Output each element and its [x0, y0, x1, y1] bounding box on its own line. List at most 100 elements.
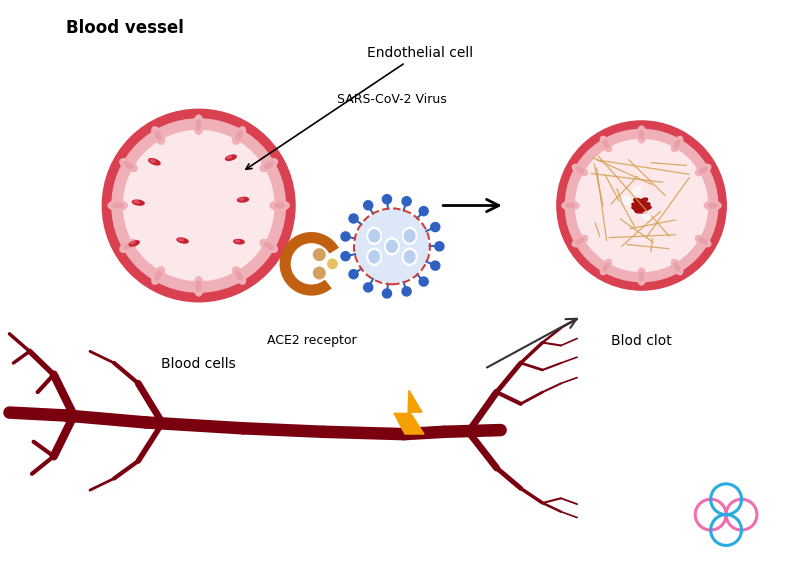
- Ellipse shape: [632, 203, 639, 206]
- Ellipse shape: [108, 201, 128, 210]
- Ellipse shape: [238, 197, 249, 202]
- Ellipse shape: [134, 201, 139, 203]
- Text: SARS-CoV-2 Virus: SARS-CoV-2 Virus: [337, 93, 447, 107]
- Ellipse shape: [696, 236, 711, 247]
- Ellipse shape: [646, 206, 650, 208]
- Ellipse shape: [152, 127, 165, 144]
- Ellipse shape: [264, 243, 273, 249]
- Ellipse shape: [129, 241, 139, 246]
- Circle shape: [112, 119, 285, 292]
- Text: Blod clot: Blod clot: [611, 334, 672, 348]
- Ellipse shape: [234, 240, 244, 244]
- Ellipse shape: [675, 140, 680, 148]
- Circle shape: [364, 201, 372, 210]
- Ellipse shape: [369, 251, 380, 263]
- Ellipse shape: [270, 201, 289, 210]
- Circle shape: [124, 131, 274, 281]
- Ellipse shape: [637, 204, 644, 207]
- Ellipse shape: [236, 271, 242, 280]
- Ellipse shape: [562, 201, 579, 210]
- Circle shape: [402, 197, 411, 206]
- Circle shape: [349, 270, 358, 279]
- Circle shape: [642, 212, 650, 219]
- Ellipse shape: [194, 277, 204, 296]
- Ellipse shape: [638, 207, 646, 210]
- Ellipse shape: [700, 239, 707, 244]
- Ellipse shape: [152, 267, 165, 284]
- Ellipse shape: [236, 131, 242, 140]
- Circle shape: [349, 214, 358, 223]
- Ellipse shape: [642, 207, 650, 211]
- Ellipse shape: [260, 240, 277, 253]
- Ellipse shape: [633, 207, 641, 211]
- Ellipse shape: [225, 155, 236, 161]
- Ellipse shape: [639, 272, 644, 281]
- Ellipse shape: [638, 203, 643, 206]
- Circle shape: [575, 139, 708, 271]
- Ellipse shape: [637, 202, 645, 206]
- Ellipse shape: [643, 207, 649, 210]
- Circle shape: [328, 259, 337, 268]
- Polygon shape: [394, 390, 424, 434]
- Circle shape: [356, 210, 428, 282]
- Ellipse shape: [235, 240, 240, 242]
- Ellipse shape: [635, 210, 642, 213]
- Ellipse shape: [369, 230, 380, 242]
- Ellipse shape: [196, 281, 201, 291]
- Circle shape: [364, 283, 372, 292]
- Ellipse shape: [386, 240, 398, 253]
- Ellipse shape: [671, 260, 683, 275]
- Ellipse shape: [600, 260, 612, 275]
- Ellipse shape: [633, 199, 642, 203]
- Ellipse shape: [572, 165, 587, 176]
- Ellipse shape: [133, 200, 144, 205]
- Circle shape: [103, 109, 295, 302]
- Ellipse shape: [404, 230, 415, 242]
- Circle shape: [633, 186, 641, 195]
- Ellipse shape: [275, 203, 284, 208]
- Ellipse shape: [233, 127, 246, 144]
- Ellipse shape: [633, 206, 637, 208]
- Ellipse shape: [566, 203, 574, 207]
- Text: Blood vessel: Blood vessel: [65, 19, 183, 37]
- Ellipse shape: [120, 159, 137, 172]
- Text: Endothelial cell: Endothelial cell: [246, 46, 473, 169]
- Ellipse shape: [113, 203, 123, 208]
- Ellipse shape: [642, 210, 646, 213]
- Circle shape: [419, 207, 428, 216]
- Ellipse shape: [644, 203, 649, 206]
- Ellipse shape: [124, 243, 133, 249]
- Ellipse shape: [155, 271, 162, 280]
- Circle shape: [419, 277, 428, 286]
- Text: ACE2 receptor: ACE2 receptor: [267, 334, 356, 347]
- Ellipse shape: [604, 140, 608, 148]
- Circle shape: [341, 232, 350, 241]
- Ellipse shape: [643, 203, 650, 206]
- Ellipse shape: [177, 238, 188, 243]
- Ellipse shape: [264, 162, 273, 168]
- Ellipse shape: [194, 115, 204, 134]
- Ellipse shape: [179, 239, 183, 241]
- Ellipse shape: [600, 137, 612, 152]
- Ellipse shape: [196, 120, 201, 130]
- Ellipse shape: [638, 268, 646, 285]
- Ellipse shape: [638, 205, 642, 207]
- Circle shape: [382, 195, 392, 204]
- Ellipse shape: [576, 167, 583, 173]
- Ellipse shape: [641, 210, 647, 213]
- Ellipse shape: [150, 160, 155, 162]
- Ellipse shape: [155, 131, 162, 140]
- Ellipse shape: [402, 248, 417, 265]
- Ellipse shape: [705, 201, 721, 210]
- Ellipse shape: [696, 165, 711, 176]
- Ellipse shape: [675, 263, 680, 271]
- Circle shape: [623, 196, 630, 205]
- Circle shape: [435, 242, 444, 251]
- Circle shape: [431, 223, 440, 231]
- Ellipse shape: [604, 263, 608, 271]
- Ellipse shape: [709, 203, 717, 207]
- Ellipse shape: [632, 206, 638, 209]
- Ellipse shape: [642, 199, 646, 202]
- Ellipse shape: [634, 208, 640, 210]
- Circle shape: [431, 261, 440, 270]
